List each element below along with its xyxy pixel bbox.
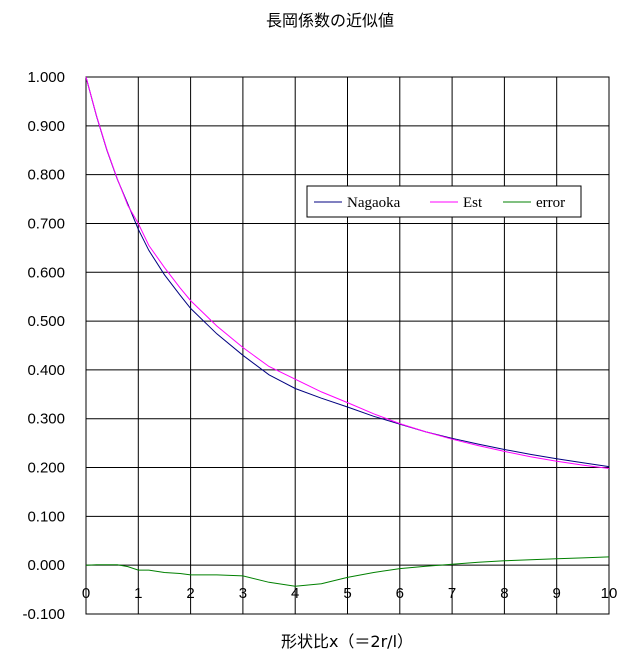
y-tick-label: 0.500: [27, 313, 65, 330]
x-tick-label: 1: [134, 585, 142, 602]
grid: [85, 76, 610, 615]
legend-label-est: Est: [463, 195, 483, 211]
x-tick-label: 0: [82, 585, 90, 602]
x-tick-label: 2: [186, 585, 194, 602]
y-tick-label: 0.200: [27, 460, 65, 477]
x-tick-label: 4: [291, 585, 299, 602]
x-tick-label: 7: [448, 585, 456, 602]
x-tick-label: 8: [500, 585, 508, 602]
legend-label-error: error: [536, 195, 565, 211]
plot-area-border: [85, 76, 610, 615]
y-axis: 1.000 0.900 0.800 0.700 0.600 0.500 0.400 0.300…: [22, 69, 65, 623]
x-tick-label: 6: [396, 585, 404, 602]
x-tick-label: 5: [343, 585, 351, 602]
y-tick-label: 0.700: [27, 215, 65, 232]
y-tick-label: 1.000: [27, 69, 65, 86]
y-tick-label: 0.100: [27, 508, 65, 525]
x-axis: 0 1 2 3 4 5 6 7 8 9 10: [82, 585, 618, 602]
series-lines: [85, 76, 610, 587]
x-tick-label: 9: [553, 585, 561, 602]
chart-title: 長岡係数の近似値: [266, 11, 394, 30]
y-tick-label: 0.600: [27, 264, 65, 281]
x-tick-label: 10: [601, 585, 618, 602]
series-line-error: [85, 556, 610, 587]
legend: Nagaoka Est error: [306, 185, 582, 218]
y-tick-label: 0.300: [27, 411, 65, 428]
legend-label-nagaoka: Nagaoka: [347, 195, 401, 211]
y-tick-label: 0.000: [27, 557, 65, 574]
y-tick-label: 0.400: [27, 362, 65, 379]
y-tick-label: 0.900: [27, 118, 65, 135]
x-tick-label: 3: [239, 585, 247, 602]
y-tick-label: 0.800: [27, 167, 65, 184]
y-tick-label: -0.100: [22, 606, 65, 623]
x-axis-label: 形状比x（＝2r/l）: [281, 632, 413, 651]
series-line-est: [85, 76, 610, 469]
